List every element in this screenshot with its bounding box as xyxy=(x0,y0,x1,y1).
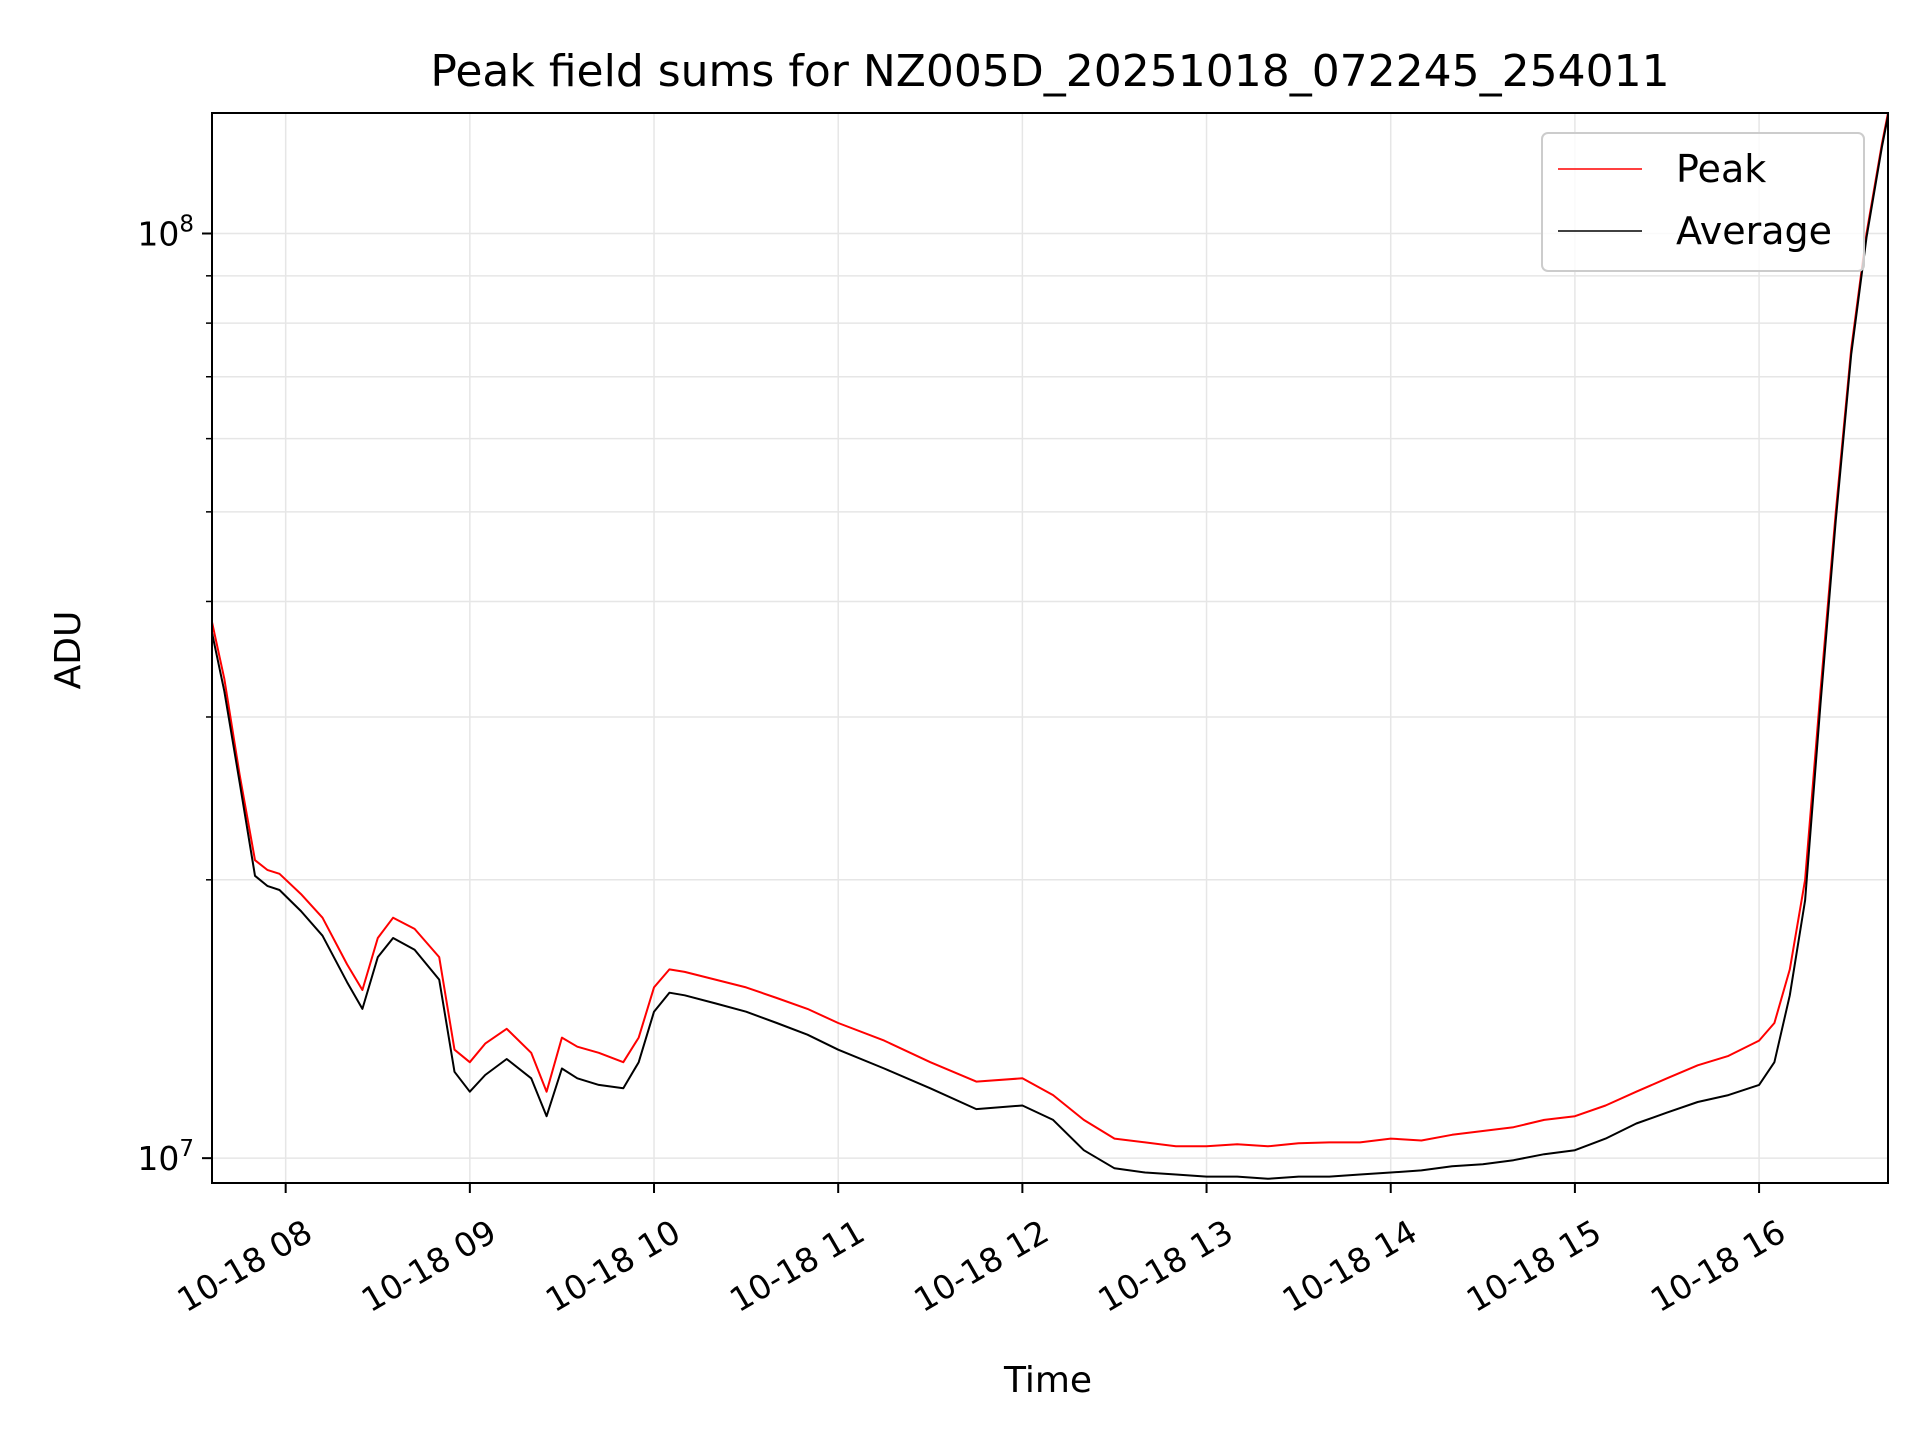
y-axis-label: ADU xyxy=(48,611,89,690)
y-tick-label: 108 xyxy=(137,212,194,254)
series-line-peak xyxy=(212,113,1888,1148)
legend-box xyxy=(1541,132,1865,272)
legend: Peak Average xyxy=(1541,132,1865,272)
chart-title: Peak field sums for NZ005D_20251018_0722… xyxy=(430,46,1669,97)
plot-lines xyxy=(212,113,1888,1180)
legend-label-peak: Peak xyxy=(1676,147,1766,191)
series-line-average xyxy=(212,115,1888,1180)
plot-frame xyxy=(211,112,1889,1184)
legend-label-average: Average xyxy=(1676,209,1832,253)
x-axis-label: Time xyxy=(1003,1360,1092,1401)
y-tick-label: 107 xyxy=(137,1136,194,1178)
